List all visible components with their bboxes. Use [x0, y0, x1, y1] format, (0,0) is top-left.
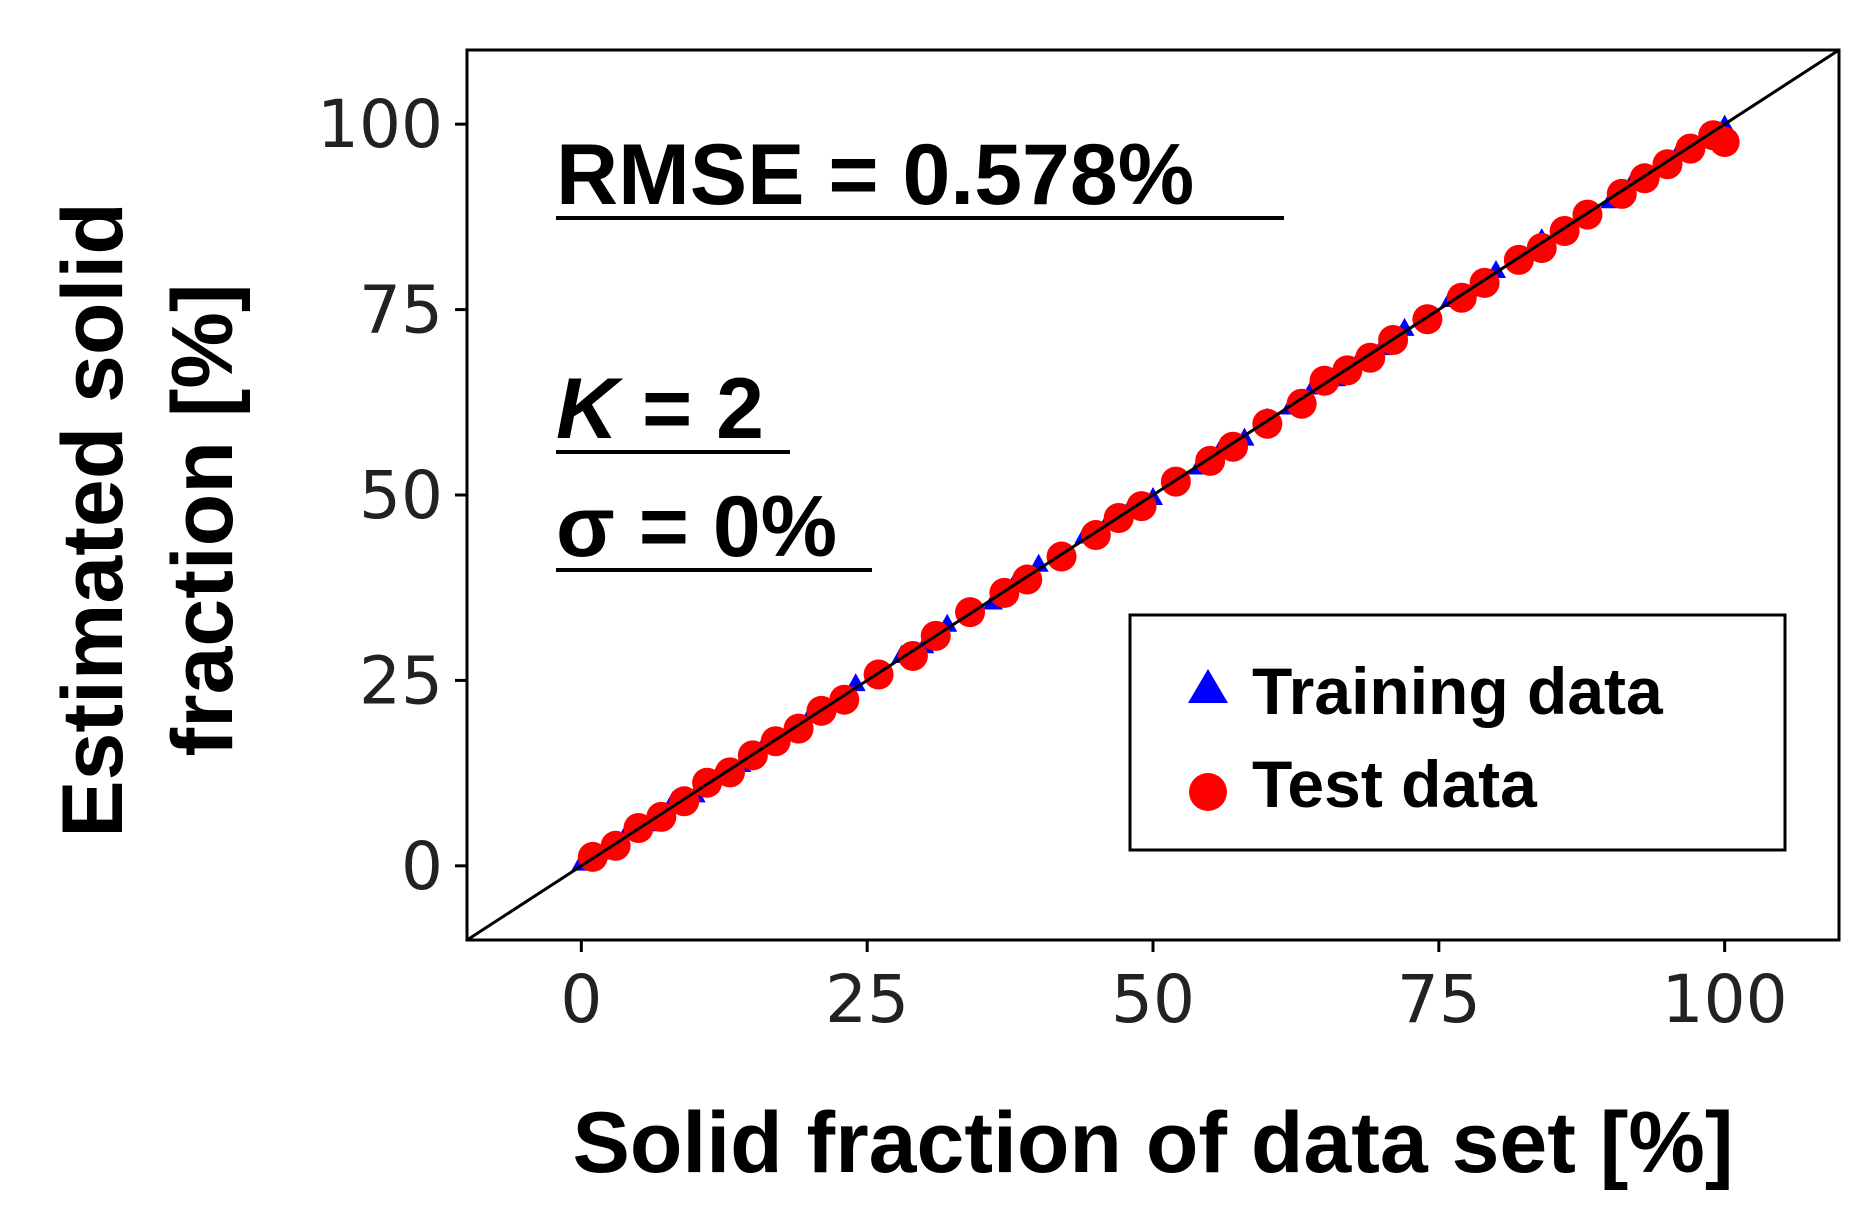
y-axis-title-line1: Estimated solid: [45, 202, 141, 838]
test-data-point: [1709, 126, 1740, 157]
rmse-text: RMSE = 0.578%: [556, 127, 1194, 223]
y-tick-label: 50: [359, 457, 443, 534]
y-tick-label: 100: [317, 86, 443, 163]
x-tick-label: 25: [825, 961, 909, 1038]
x-tick-label: 0: [560, 961, 602, 1038]
x-tick-label: 100: [1662, 961, 1788, 1038]
k-text: K = 2: [556, 361, 764, 457]
y-tick-label: 0: [401, 828, 443, 905]
x-axis-title: Solid fraction of data set [%]: [572, 1095, 1733, 1191]
k-value: = 2: [618, 361, 764, 457]
annotation-rmse: RMSE = 0.578%: [556, 127, 1284, 223]
identity-reference-line: [467, 50, 1839, 940]
x-tick-label: 75: [1397, 961, 1481, 1038]
y-tick-label: 25: [359, 642, 443, 719]
y-axis-title: Estimated solid fraction [%]: [45, 202, 251, 838]
y-tick-label: 75: [359, 272, 443, 349]
test-data-point: [1526, 233, 1557, 264]
legend: Training data Test data: [1128, 613, 1787, 852]
k-symbol: K: [556, 361, 624, 457]
test-data-point: [897, 640, 928, 671]
legend-box: [1128, 613, 1787, 852]
annotation-k: K = 2: [556, 361, 790, 457]
legend-training-label: Training data: [1252, 654, 1664, 728]
test-data-point: [829, 684, 860, 715]
annotation-sigma: σ = 0%: [556, 479, 872, 575]
legend-test-label: Test data: [1252, 747, 1538, 821]
legend-training-triangle-icon: [1188, 669, 1228, 703]
x-axis-ticks: 0 25 50 75 100: [560, 940, 1788, 1038]
test-data-point: [1286, 388, 1317, 419]
y-axis-ticks: 0 25 50 75 100: [317, 86, 467, 905]
y-axis-title-line2: fraction [%]: [155, 284, 251, 757]
x-tick-label: 50: [1111, 961, 1195, 1038]
sigma-text: σ = 0%: [556, 479, 837, 575]
legend-test-circle-icon: [1189, 773, 1227, 811]
